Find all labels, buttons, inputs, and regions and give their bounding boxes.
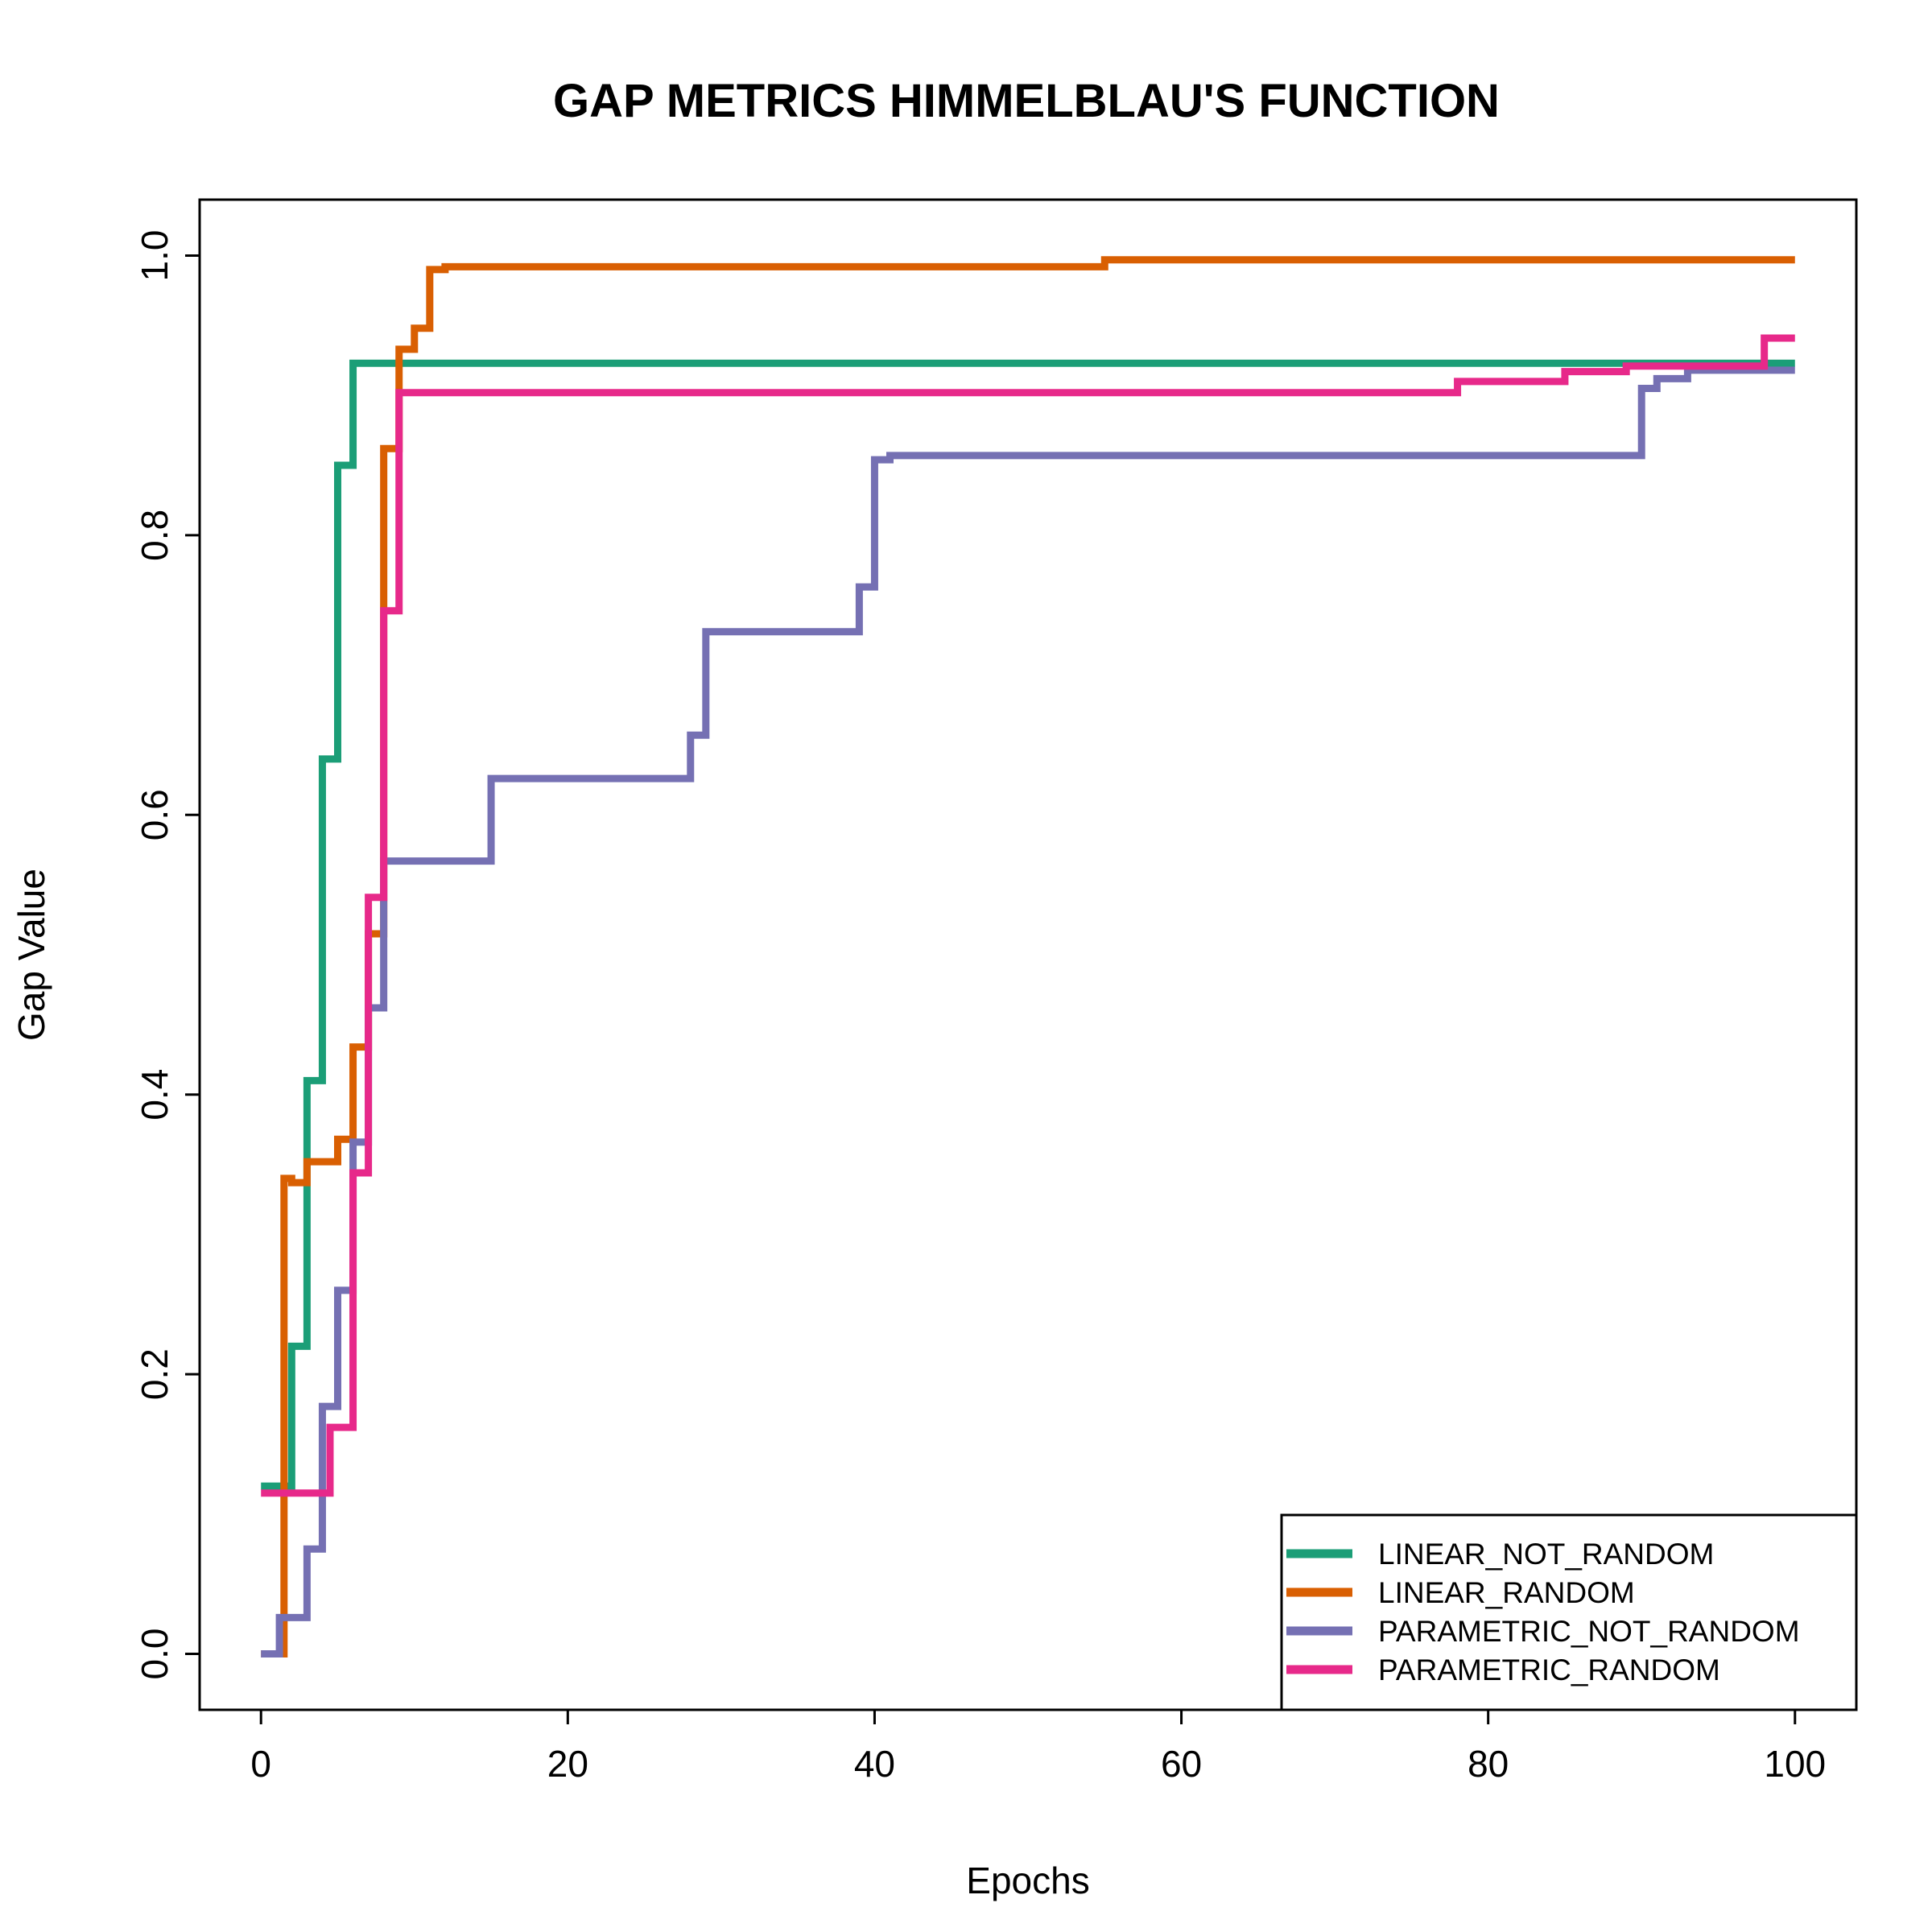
legend-item: PARAMETRIC_NOT_RANDOM bbox=[1286, 1615, 1800, 1648]
series-line-parametric-random bbox=[261, 334, 1795, 1497]
legend-item: LINEAR_NOT_RANDOM bbox=[1286, 1538, 1714, 1571]
legend: LINEAR_NOT_RANDOM LINEAR_RANDOM PARAMETRIC… bbox=[1280, 1513, 1858, 1711]
legend-label: LINEAR_RANDOM bbox=[1378, 1576, 1635, 1609]
x-tick-label: 40 bbox=[854, 1743, 895, 1785]
plot-frame bbox=[198, 198, 1858, 1711]
y-tick-label: 0.4 bbox=[134, 1069, 175, 1121]
y-tick-label: 0.6 bbox=[134, 789, 175, 840]
legend-label: PARAMETRIC_NOT_RANDOM bbox=[1378, 1615, 1800, 1648]
x-tick-label: 80 bbox=[1468, 1743, 1509, 1785]
x-tick-label: 100 bbox=[1764, 1743, 1826, 1785]
legend-label: LINEAR_NOT_RANDOM bbox=[1378, 1538, 1714, 1571]
y-axis: 0.0 0.2 0.4 0.6 0.8 1.0 bbox=[134, 230, 201, 1680]
chart-title: GAP METRICS HIMMELBLAU'S FUNCTION bbox=[553, 75, 1500, 127]
series-line-linear-random bbox=[261, 256, 1795, 1658]
x-tick-label: 20 bbox=[547, 1743, 588, 1785]
y-tick-label: 0.2 bbox=[134, 1348, 175, 1400]
series-layer bbox=[261, 256, 1795, 1658]
series-line-parametric-not-random bbox=[261, 366, 1795, 1658]
x-axis-label: Epochs bbox=[966, 1860, 1089, 1901]
y-tick-label: 0.0 bbox=[134, 1629, 175, 1680]
x-axis: 0 20 40 60 80 100 bbox=[250, 1708, 1826, 1785]
y-tick-label: 1.0 bbox=[134, 230, 175, 282]
legend-box bbox=[1280, 1513, 1858, 1711]
x-tick-label: 60 bbox=[1161, 1743, 1202, 1785]
legend-item: LINEAR_RANDOM bbox=[1286, 1576, 1635, 1609]
legend-label: PARAMETRIC_RANDOM bbox=[1378, 1653, 1720, 1686]
legend-item: PARAMETRIC_RANDOM bbox=[1286, 1653, 1720, 1686]
y-tick-label: 0.8 bbox=[134, 510, 175, 561]
series-line-linear-not-random bbox=[261, 359, 1795, 1490]
x-tick-label: 0 bbox=[250, 1743, 271, 1785]
y-axis-label: Gap Value bbox=[10, 869, 52, 1041]
